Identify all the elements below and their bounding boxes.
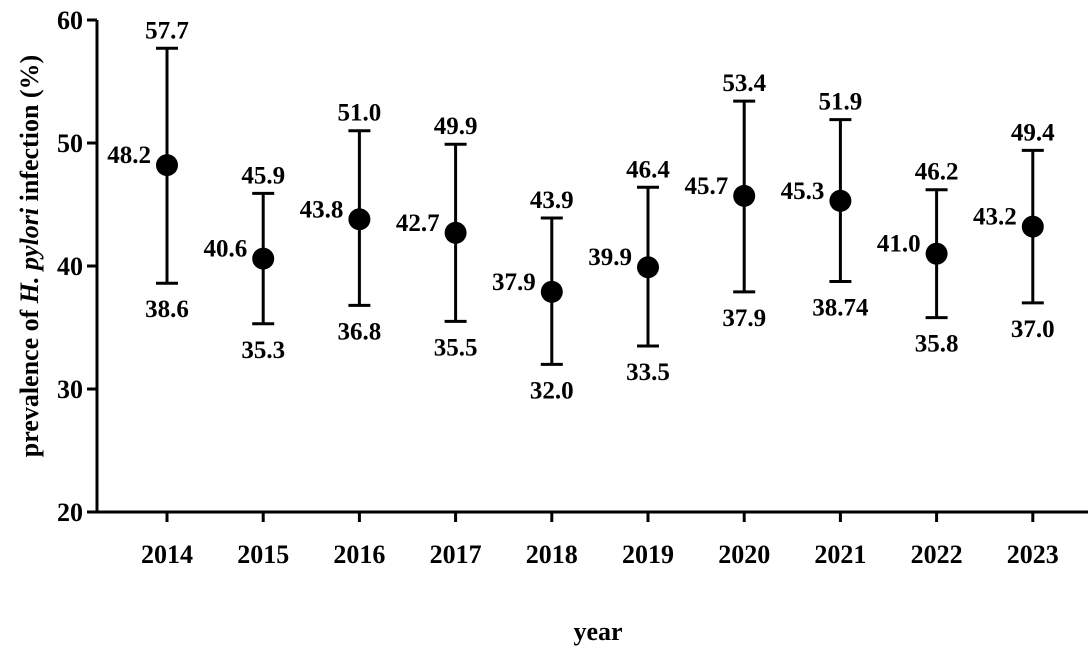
data-point <box>1021 215 1044 238</box>
data-group-2019: 46.4 33.5 39.9 <box>588 156 670 386</box>
value-label: 43.2 <box>973 204 1017 231</box>
data-point <box>925 242 948 265</box>
upper-label: 46.2 <box>915 159 959 186</box>
y-tick-label: 20 <box>57 498 83 527</box>
data-group-2022: 46.2 35.8 41.0 <box>877 159 959 358</box>
lower-label: 38.6 <box>145 296 189 323</box>
x-tick-label: 2015 <box>237 540 289 569</box>
data-group-2018: 43.9 32.0 37.9 <box>492 187 574 404</box>
y-axis: 20 30 40 50 60 <box>57 6 99 527</box>
y-axis-label: prevalence of H. pylori infection (%) <box>15 55 44 457</box>
x-axis: 2014 2015 2016 2017 2018 2019 2020 2021 2022 2023 <box>97 510 1088 569</box>
lower-label: 37.0 <box>1011 316 1055 343</box>
data-point <box>156 154 178 177</box>
lower-label: 36.8 <box>338 318 382 345</box>
x-tick-label: 2023 <box>1007 540 1059 569</box>
data-group-2017: 49.9 35.5 42.7 <box>396 113 478 361</box>
value-label: 45.7 <box>684 173 728 200</box>
x-tick-label: 2017 <box>430 540 482 569</box>
x-tick-label: 2014 <box>141 540 193 569</box>
y-tick-label: 30 <box>57 375 83 404</box>
y-tick-label: 40 <box>57 252 83 281</box>
upper-label: 49.4 <box>1011 119 1055 146</box>
lower-label: 35.8 <box>915 331 959 358</box>
value-label: 48.2 <box>107 142 151 169</box>
y-tick-label: 60 <box>57 6 83 35</box>
lower-label: 33.5 <box>626 359 670 386</box>
x-tick-label: 2022 <box>911 540 963 569</box>
data-group-2014: 57.7 38.6 48.2 <box>107 17 189 323</box>
upper-label: 43.9 <box>530 187 574 214</box>
upper-label: 51.0 <box>338 100 382 127</box>
value-label: 41.0 <box>877 231 921 258</box>
upper-label: 49.9 <box>434 113 478 140</box>
upper-label: 46.4 <box>626 156 670 183</box>
data-point <box>348 208 371 231</box>
lower-label: 37.9 <box>722 305 766 332</box>
value-label: 45.3 <box>781 178 825 205</box>
x-tick-label: 2019 <box>622 540 674 569</box>
y-axis-label-italic: H. pylori <box>15 207 44 304</box>
upper-label: 51.9 <box>819 89 863 116</box>
lower-label: 32.0 <box>530 377 574 404</box>
y-axis-label-suffix: infection (%) <box>15 55 44 208</box>
series: 57.7 38.6 48.2 45.9 35.3 40.6 51.0 36.8 43.8 49.9… <box>107 17 1055 404</box>
x-tick-label: 2021 <box>814 540 866 569</box>
y-axis-label-prefix: prevalence of <box>15 303 44 457</box>
data-group-2015: 45.9 35.3 40.6 <box>203 162 285 363</box>
data-point <box>829 189 852 212</box>
data-group-2023: 49.4 37.0 43.2 <box>973 119 1055 343</box>
data-point <box>733 184 756 207</box>
value-label: 37.9 <box>492 269 536 296</box>
y-tick-label: 50 <box>57 129 83 158</box>
data-point <box>637 256 659 279</box>
upper-label: 53.4 <box>722 70 766 97</box>
lower-label: 35.5 <box>434 334 478 361</box>
value-label: 40.6 <box>203 236 247 263</box>
x-tick-label: 2016 <box>333 540 385 569</box>
data-group-2020: 53.4 37.9 45.7 <box>684 70 766 332</box>
upper-label: 45.9 <box>241 162 285 189</box>
data-group-2016: 51.0 36.8 43.8 <box>300 100 382 346</box>
data-group-2021: 51.9 38.74 45.3 <box>781 89 869 322</box>
x-tick-label: 2018 <box>526 540 578 569</box>
data-point <box>252 247 275 270</box>
x-axis-label: year <box>573 617 622 646</box>
value-label: 43.8 <box>300 196 344 223</box>
data-point <box>540 280 563 303</box>
data-point <box>444 221 467 244</box>
lower-label: 35.3 <box>241 337 285 364</box>
value-label: 39.9 <box>588 244 632 271</box>
value-label: 42.7 <box>396 210 440 237</box>
x-tick-label: 2020 <box>718 540 770 569</box>
upper-label: 57.7 <box>145 17 189 44</box>
lower-label: 38.74 <box>812 294 869 321</box>
